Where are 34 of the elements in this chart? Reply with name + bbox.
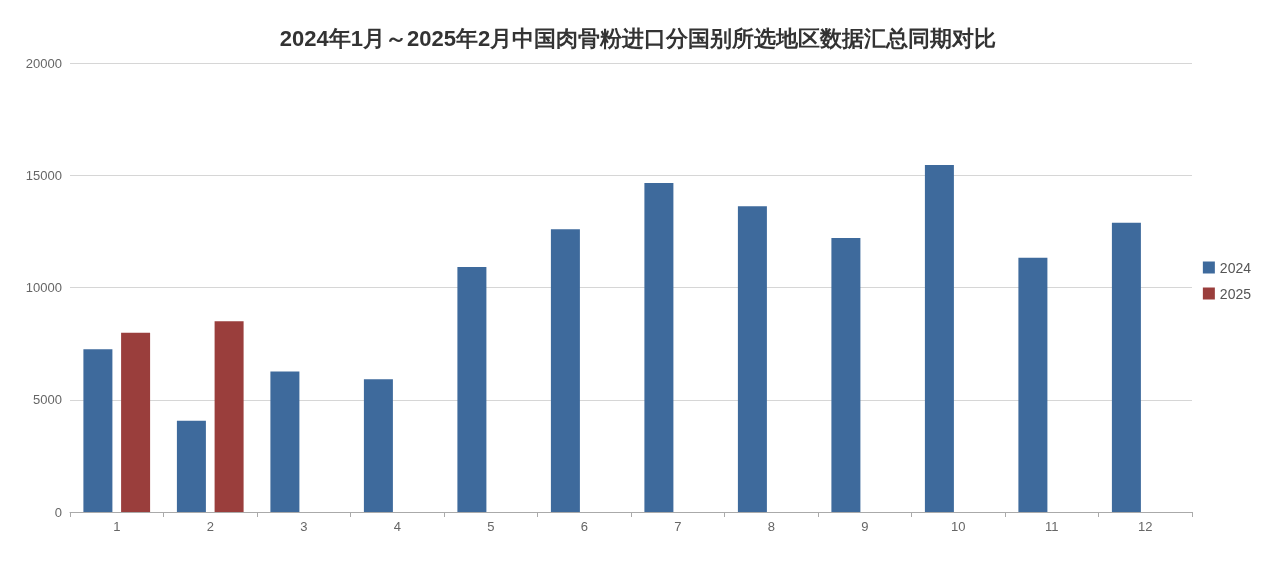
bar	[83, 349, 113, 512]
y-tick-label: 15000	[25, 167, 62, 183]
y-tick-label: 5000	[33, 392, 62, 408]
x-tick-label: 7	[674, 519, 682, 534]
bar	[363, 379, 393, 512]
y-tick-label: 20000	[25, 55, 62, 71]
bar	[550, 229, 580, 512]
bar	[176, 420, 206, 512]
x-tick-label: 6	[580, 519, 588, 534]
bar	[270, 371, 300, 512]
bar	[831, 238, 861, 512]
x-tick-label: 4	[393, 519, 401, 534]
x-tick-label: 9	[861, 519, 869, 534]
bar	[214, 321, 244, 512]
bar	[457, 267, 487, 512]
x-tick-label: 10	[951, 519, 966, 534]
y-tick-label: 10000	[25, 280, 62, 295]
x-tick-label: 2	[206, 519, 214, 534]
bar	[1018, 257, 1048, 512]
bar	[737, 206, 767, 512]
x-tick-label: 3	[300, 519, 308, 534]
x-tick-label: 12	[1138, 519, 1153, 534]
bar	[1111, 222, 1141, 512]
x-tick-label: 5	[487, 519, 495, 534]
legend-label: 2024	[1219, 259, 1252, 276]
x-tick-label: 11	[1045, 519, 1059, 534]
x-tick-label: 8	[767, 519, 775, 534]
chart-title: 2024年1月～2025年2月中国肉骨粉进口分国别所选地区数据汇总同期对比	[279, 25, 997, 51]
legend-label: 2025	[1219, 285, 1252, 302]
bar	[121, 332, 151, 512]
bar	[644, 182, 674, 512]
x-tick-label: 1	[113, 519, 121, 534]
y-tick-label: 0	[54, 504, 62, 520]
bar	[924, 164, 954, 512]
